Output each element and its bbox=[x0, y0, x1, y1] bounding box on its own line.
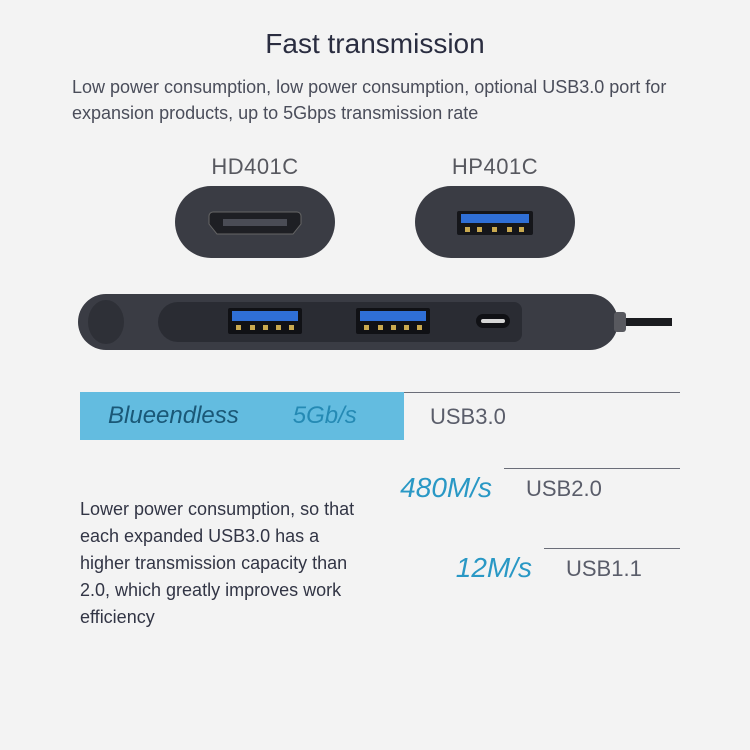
spec-rows: 480M/s USB2.0 12M/s USB1.1 bbox=[364, 468, 680, 631]
port-comparison-row: HD401C HP401C bbox=[0, 154, 750, 263]
spec-row-usb20: 480M/s USB2.0 bbox=[364, 468, 680, 508]
spec-speed-1: 12M/s bbox=[404, 552, 544, 588]
brand-name: Blueendless bbox=[108, 402, 239, 430]
port-hd401c: HD401C bbox=[175, 154, 335, 263]
usb-port-icon bbox=[415, 186, 575, 258]
spec-row-usb11: 12M/s USB1.1 bbox=[404, 548, 680, 588]
port-label-right: HP401C bbox=[415, 154, 575, 180]
spec-label-0: USB2.0 bbox=[504, 468, 680, 508]
brand-bar: Blueendless 5Gb/s bbox=[80, 392, 404, 440]
brand-spec-label: USB3.0 bbox=[404, 392, 680, 440]
page-title: Fast transmission bbox=[0, 0, 750, 60]
port-label-left: HD401C bbox=[175, 154, 335, 180]
spec-label-1: USB1.1 bbox=[544, 548, 680, 588]
hub-device-icon bbox=[78, 288, 672, 358]
spec-speed-0: 480M/s bbox=[364, 472, 504, 508]
efficiency-paragraph: Lower power consumption, so that each ex… bbox=[80, 468, 364, 631]
port-hp401c: HP401C bbox=[415, 154, 575, 263]
lower-section: Lower power consumption, so that each ex… bbox=[80, 468, 680, 631]
hdmi-port-icon bbox=[175, 186, 335, 258]
subtitle-text: Low power consumption, low power consump… bbox=[0, 60, 750, 126]
brand-spec-row: Blueendless 5Gb/s USB3.0 bbox=[80, 392, 750, 440]
brand-speed: 5Gb/s bbox=[293, 402, 357, 430]
